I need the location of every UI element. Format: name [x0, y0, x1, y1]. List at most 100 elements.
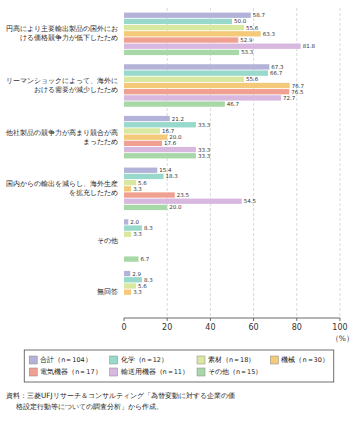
bar: [124, 186, 131, 191]
bar: [124, 83, 290, 88]
tick-label: 20: [162, 323, 172, 332]
bar: [124, 302, 125, 307]
bar: [124, 128, 160, 133]
data-label: 15.4: [159, 167, 172, 173]
bar: [124, 219, 128, 224]
bar: [124, 89, 289, 94]
x-axis-label: （%）: [331, 334, 354, 343]
data-label: 23.5: [177, 192, 190, 198]
bar: [124, 147, 196, 152]
data-label: 55.6: [246, 76, 259, 82]
legend-label: 輸送用機器（n＝11）: [121, 368, 189, 376]
bar: [124, 25, 244, 30]
bar: [124, 308, 125, 313]
category-label: 円高により主要輸出製品の国外における価格競争力が低下したため: [6, 25, 118, 42]
data-label: 20.0: [169, 204, 182, 210]
bar: [124, 225, 142, 230]
tick-label: 40: [205, 323, 215, 332]
data-label: 54.5: [244, 198, 257, 204]
category-label: 他社製品の競争力が高まり競合が高まったため: [6, 129, 118, 146]
bar: [124, 256, 138, 261]
bar: [124, 122, 196, 127]
legend-label: その他（n＝15）: [208, 368, 262, 376]
data-label: 3.3: [133, 231, 142, 237]
bar: [124, 271, 130, 276]
data-label: 33.3: [198, 153, 211, 159]
data-label: 16.7: [162, 128, 175, 134]
bar: [124, 238, 125, 243]
data-label: 66.7: [270, 70, 283, 76]
tick-label: 80: [292, 323, 302, 332]
bar: [124, 101, 225, 106]
bar: [124, 50, 239, 55]
tick-mark: [210, 318, 211, 321]
legend-swatch: [197, 356, 205, 364]
tick-mark: [124, 318, 125, 321]
tick-mark: [253, 318, 254, 321]
y-tick-labels: 円高により主要輸出製品の国外における価格競争力が低下したためリーマンショックによ…: [6, 25, 118, 296]
data-label: 33.3: [198, 147, 211, 153]
bar: [124, 141, 162, 146]
tick-mark: [296, 318, 297, 321]
data-label: 81.8: [303, 43, 316, 49]
bar: [124, 19, 232, 24]
bar: [124, 205, 167, 210]
bar: [124, 168, 157, 173]
data-label: 2.0: [130, 219, 139, 225]
tick-label: 100: [332, 323, 347, 332]
bar: [124, 116, 170, 121]
grid-line: [340, 8, 341, 318]
bar: [124, 31, 261, 36]
bar: [124, 244, 125, 249]
data-label: 17.6: [164, 140, 177, 146]
bar: [124, 199, 242, 204]
category-label: リーマンショックによって、海外における需要が減少したため: [6, 77, 118, 94]
data-label: 72.7: [283, 95, 296, 101]
legend-swatch: [110, 368, 118, 376]
bar: [124, 135, 167, 140]
category-label: 無回答: [97, 288, 118, 296]
legend-swatch: [197, 368, 205, 376]
bar: [124, 277, 142, 282]
legend-label: 化学（n＝12）: [121, 356, 168, 364]
background: [0, 0, 358, 441]
bar: [124, 180, 136, 185]
chart: 58.767.321.215.42.02.950.066.733.318.38.…: [0, 0, 358, 441]
tick-label: 0: [121, 323, 126, 332]
data-label: 21.2: [172, 116, 184, 122]
axis-line: [124, 318, 340, 319]
bar: [124, 70, 268, 75]
legend-label: 機械（n＝30）: [281, 356, 328, 364]
data-label: 8.3: [144, 225, 153, 231]
data-label: 18.3: [166, 173, 179, 179]
data-label: 52.9: [240, 37, 253, 43]
tick-label: 60: [249, 323, 259, 332]
data-label: 5.6: [138, 283, 147, 289]
bar: [124, 13, 251, 18]
bar: [124, 174, 164, 179]
legend-swatch: [270, 356, 278, 364]
legend: 合計（n＝104）化学（n＝12）素材（n＝18）機械（n＝30）電気機器（n＝…: [24, 350, 334, 382]
tick-mark: [340, 318, 341, 321]
data-label: 6.7: [140, 256, 149, 262]
legend-frame: [24, 350, 334, 382]
data-label: 8.3: [144, 277, 153, 283]
category-label: 国内からの輸出を減らし、海外生産を拡充したため: [6, 180, 118, 197]
annotation: 資料：三菱UFJリサーチ＆コンサルティング「為替変動に対する企業の価: [6, 391, 235, 400]
data-label: 76.5: [291, 89, 304, 95]
grid-line: [296, 8, 297, 318]
legend-label: 素材（n＝18）: [208, 356, 255, 364]
bar: [124, 296, 125, 301]
legend-swatch: [29, 368, 37, 376]
legend-label: 合計（n＝104）: [40, 356, 92, 364]
bar: [124, 232, 131, 237]
bar: [124, 64, 269, 69]
data-label: 53.3: [241, 49, 254, 55]
annotation: 格設定行動等についての調査分析」から作成。: [15, 402, 163, 411]
bar: [124, 44, 301, 49]
bar: [124, 77, 244, 82]
data-label: 33.3: [198, 122, 211, 128]
data-label: 3.3: [133, 289, 142, 295]
bar: [124, 283, 136, 288]
data-label: 50.0: [234, 18, 247, 24]
